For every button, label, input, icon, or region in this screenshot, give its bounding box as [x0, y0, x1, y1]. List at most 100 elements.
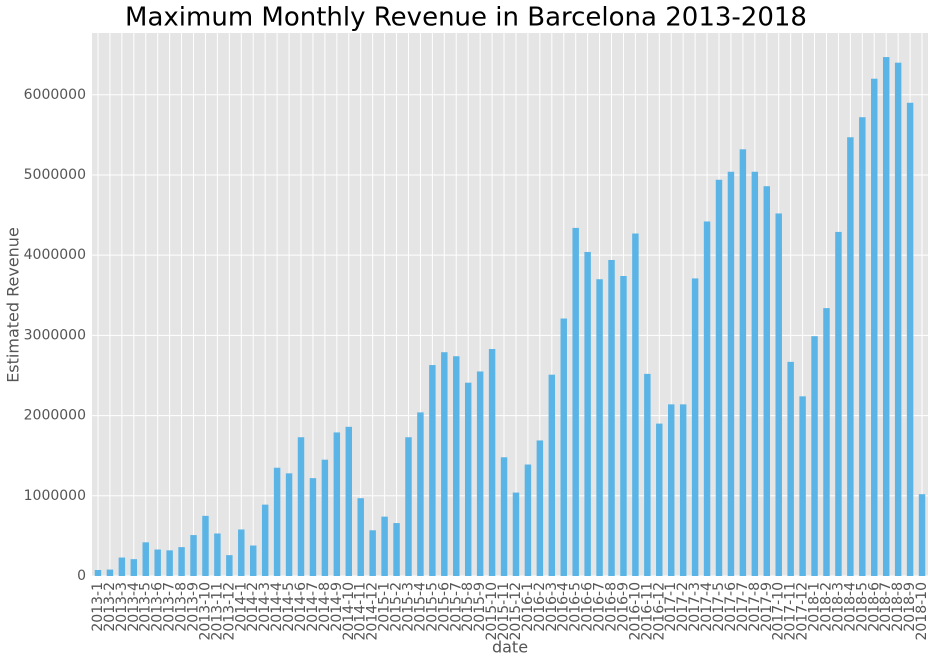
x-tick-label: 2018-4 [842, 582, 858, 632]
x-tick-label: 2013-9 [186, 582, 202, 632]
bar [524, 464, 532, 576]
x-tick-label: 2013-2 [102, 582, 118, 632]
x-tick-label: 2015-9 [472, 582, 488, 632]
x-tick-label: 2014-10 [341, 582, 357, 641]
x-tick-label: 2015-5 [424, 582, 440, 632]
bar [799, 396, 806, 576]
y-tick-label: 3000000 [24, 327, 86, 343]
bar [620, 276, 627, 576]
x-tick-label: 2014-3 [257, 582, 273, 632]
y-tick-label: 0 [77, 568, 86, 584]
bar [309, 478, 317, 576]
x-tick-label: 2015-1 [377, 582, 393, 632]
x-tick-label: 2015-10 [484, 582, 500, 641]
bar [596, 279, 603, 576]
bar [369, 530, 376, 576]
bar [488, 349, 496, 576]
bar [285, 473, 293, 576]
x-tick-label: 2017-6 [723, 582, 739, 632]
bar [835, 231, 842, 577]
x-tick-label: 2015-8 [460, 582, 476, 632]
bar [464, 382, 472, 576]
x-tick-label: 2013-1 [90, 582, 106, 632]
x-tick-label: 2015-12 [508, 582, 524, 641]
x-tick-label: 2014-5 [281, 582, 297, 632]
x-tick-label: 2017-11 [783, 582, 799, 641]
x-tick-label: 2015-2 [389, 582, 405, 632]
bar [847, 137, 854, 576]
x-tick-label: 2014-1 [233, 582, 249, 632]
bar [429, 365, 436, 576]
bar [178, 547, 185, 576]
x-tick-label: 2013-10 [197, 582, 213, 641]
x-tick-label: 2014-7 [305, 582, 321, 632]
x-tick-label: 2016-11 [639, 582, 655, 641]
bar [811, 336, 818, 576]
bar [644, 373, 651, 576]
bar [130, 559, 138, 576]
x-tick-label: 2014-11 [353, 582, 369, 641]
x-tick-label: 2014-2 [245, 582, 261, 632]
bar [166, 550, 173, 576]
x-axis-label: date [492, 638, 528, 657]
bar [321, 459, 329, 576]
bar [405, 437, 412, 576]
bar [142, 542, 149, 576]
x-tick-label: 2014-12 [365, 582, 381, 641]
bar [668, 404, 675, 576]
x-tick-label: 2014-9 [329, 582, 345, 632]
bar [560, 318, 567, 576]
x-tick-label: 2018-8 [890, 582, 906, 632]
x-tick-label: 2013-11 [209, 582, 225, 641]
bar [584, 251, 591, 577]
bar [787, 361, 794, 576]
bar [703, 221, 711, 576]
x-tick-label: 2016-12 [651, 582, 667, 641]
bar [512, 492, 520, 576]
x-tick-label: 2013-3 [114, 582, 130, 632]
x-tick-label: 2016-1 [520, 582, 536, 632]
bar [691, 278, 699, 576]
x-tick-label: 2015-11 [496, 582, 512, 641]
y-tick-label: 2000000 [24, 408, 86, 424]
x-tick-label: 2018-2 [818, 582, 834, 632]
y-tick-label: 6000000 [24, 87, 86, 103]
x-tick-label: 2017-7 [735, 582, 751, 632]
y-tick-label: 4000000 [24, 247, 86, 263]
bar [238, 529, 245, 576]
bar [250, 545, 257, 576]
x-tick-label: 2018-10 [914, 582, 930, 641]
bar [739, 149, 747, 576]
bar [297, 437, 305, 576]
y-tick-label: 1000000 [24, 488, 86, 504]
bar [500, 457, 508, 576]
bar [656, 423, 663, 576]
x-tick-label: 2015-7 [448, 582, 464, 632]
bar [273, 467, 281, 576]
bar [608, 259, 615, 576]
x-tick-label: 2017-1 [663, 582, 679, 632]
bar [118, 557, 126, 576]
x-tick-label: 2017-2 [675, 582, 691, 632]
bar [536, 440, 544, 576]
x-tick-label: 2016-9 [615, 582, 631, 632]
bar [882, 57, 890, 577]
bar [894, 62, 902, 576]
y-tick-label: 5000000 [24, 167, 86, 183]
bar [823, 308, 830, 576]
x-tick-label: 2014-6 [293, 582, 309, 632]
x-tick-label: 2016-5 [568, 582, 584, 632]
x-tick-label: 2018-6 [866, 582, 882, 632]
bar [357, 498, 364, 576]
bar [548, 374, 556, 576]
x-tick-label: 2016-6 [580, 582, 596, 632]
bar [763, 186, 770, 576]
x-tick-label: 2013-12 [221, 582, 237, 641]
x-tick-label: 2013-6 [150, 582, 166, 632]
x-tick-label: 2016-7 [592, 582, 608, 632]
bar [572, 227, 579, 576]
bar [381, 516, 388, 576]
bar [333, 432, 341, 576]
bar [202, 515, 209, 576]
bar [441, 352, 448, 576]
